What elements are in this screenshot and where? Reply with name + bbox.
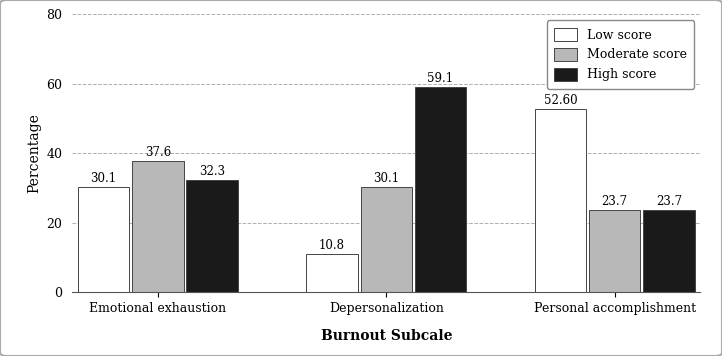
Text: 59.1: 59.1 [427,72,453,85]
Bar [589,210,640,292]
Text: 37.6: 37.6 [144,146,171,159]
Text: 23.7: 23.7 [601,195,627,208]
Legend: Low score, Moderate score, High score: Low score, Moderate score, High score [547,21,694,89]
X-axis label: Burnout Subcale: Burnout Subcale [321,329,452,342]
Bar [643,210,695,292]
Text: 23.7: 23.7 [656,195,682,208]
Bar [186,180,238,292]
Bar [132,161,183,292]
Text: 10.8: 10.8 [319,239,345,252]
Bar [360,188,412,292]
Bar [306,255,357,292]
Y-axis label: Percentage: Percentage [27,113,41,193]
Bar [78,188,129,292]
Text: 52.60: 52.60 [544,94,578,107]
Text: 32.3: 32.3 [199,165,225,178]
Bar [535,109,586,292]
Text: 30.1: 30.1 [90,172,117,185]
Text: 30.1: 30.1 [373,172,399,185]
Bar [415,87,466,292]
